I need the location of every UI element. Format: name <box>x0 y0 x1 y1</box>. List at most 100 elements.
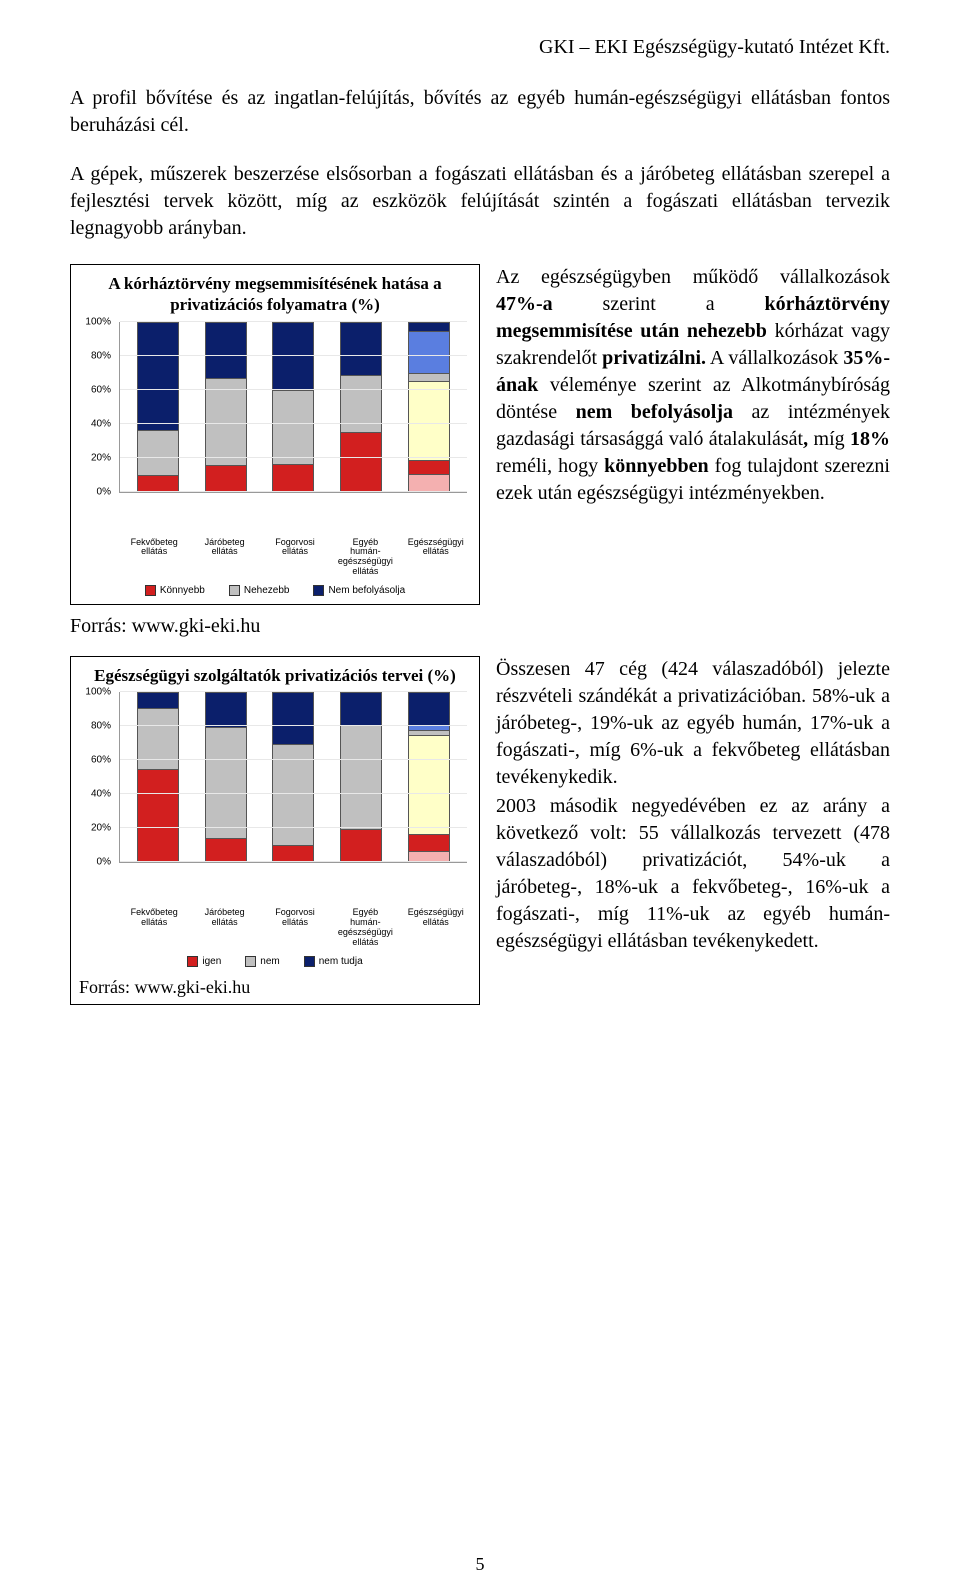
xlabel: Egészségügyi ellátás <box>408 538 464 578</box>
legend-swatch <box>145 585 156 596</box>
text: Az egészségügyben működő vállalkozások <box>496 266 890 288</box>
stacked-bar <box>205 692 247 862</box>
xlabel: Fekvőbeteg ellátás <box>126 908 182 948</box>
legend-swatch <box>245 956 256 967</box>
ytick: 40% <box>91 789 111 800</box>
bar-segment <box>206 838 246 862</box>
bar-segment <box>138 693 178 708</box>
stacked-bar <box>137 322 179 492</box>
chart2-xlabels: Fekvőbeteg ellátásJáróbeteg ellátásFogor… <box>75 902 475 948</box>
bar-segment <box>206 727 246 838</box>
legend-item: igen <box>187 956 221 967</box>
legend-label: Nem befolyásolja <box>328 585 405 596</box>
stacked-bar <box>408 322 450 492</box>
xlabel: Egyéb humán-egészségügyi ellátás <box>337 538 393 578</box>
paragraph-1: Az egészségügyben működő vállalkozások 4… <box>496 264 890 605</box>
ytick: 60% <box>91 384 111 395</box>
chart2-title: Egészségügyi szolgáltatók privatizációs … <box>75 665 475 692</box>
bold: 18% <box>850 428 890 450</box>
ytick: 100% <box>85 687 111 698</box>
text: 2003 második negyedévében ez az arány a … <box>496 793 890 955</box>
legend-item: Könnyebb <box>145 585 205 596</box>
xlabel: Egészségügyi ellátás <box>408 908 464 948</box>
source-1: Forrás: www.gki-eki.hu <box>70 615 890 638</box>
document-page: GKI – EKI Egészségügy-kutató Intézet Kft… <box>0 0 960 1593</box>
stacked-bar <box>408 692 450 862</box>
legend-swatch <box>229 585 240 596</box>
legend-label: nem tudja <box>319 956 363 967</box>
paragraph-2: Összesen 47 cég (424 válaszadóból) jelez… <box>496 656 890 1005</box>
stacked-bar <box>205 322 247 492</box>
xlabel: Fogorvosi ellátás <box>267 538 323 578</box>
chart1-box: 0%20%40%60%80%100% <box>75 322 475 532</box>
xlabel: Fekvőbeteg ellátás <box>126 538 182 578</box>
bar-segment <box>138 769 178 861</box>
legend-label: Nehezebb <box>244 585 290 596</box>
bar-segment <box>206 693 246 727</box>
legend-label: Könnyebb <box>160 585 205 596</box>
bar-segment <box>409 693 449 725</box>
legend-label: igen <box>202 956 221 967</box>
org-header: GKI – EKI Egészségügy-kutató Intézet Kft… <box>70 36 890 59</box>
bar-segment <box>409 474 449 491</box>
stacked-bar <box>340 692 382 862</box>
legend-item: nem tudja <box>304 956 363 967</box>
chart1-title: A kórháztörvény megsemmisítésének hatása… <box>75 273 475 322</box>
bar-segment <box>409 381 449 460</box>
ytick: 20% <box>91 452 111 463</box>
xlabel: Járóbeteg ellátás <box>197 538 253 578</box>
bold: 47%-a <box>496 293 553 315</box>
text: míg <box>808 428 850 450</box>
bar-group <box>198 322 254 492</box>
bar-segment <box>341 432 381 491</box>
bar-segment <box>273 845 313 862</box>
legend-item: Nem befolyásolja <box>313 585 405 596</box>
bar-segment <box>273 464 313 491</box>
ytick: 80% <box>91 721 111 732</box>
bar-group <box>333 322 389 492</box>
text: A vállalkozások <box>706 347 843 369</box>
bar-segment <box>409 460 449 473</box>
page-number: 5 <box>0 1554 960 1575</box>
legend-item: Nehezebb <box>229 585 290 596</box>
bar-group <box>130 322 186 492</box>
bar-segment <box>206 323 246 378</box>
stacked-bar <box>272 692 314 862</box>
bar-segment <box>206 465 246 490</box>
legend-label: nem <box>260 956 279 967</box>
bar-group <box>333 692 389 862</box>
ytick: 20% <box>91 823 111 834</box>
ytick: 60% <box>91 755 111 766</box>
bar-group <box>198 692 254 862</box>
ytick: 0% <box>97 857 111 868</box>
chart2-box: 0%20%40%60%80%100% <box>75 692 475 902</box>
ytick: 100% <box>85 316 111 327</box>
bar-group <box>265 692 321 862</box>
ytick: 80% <box>91 350 111 361</box>
ytick: 40% <box>91 418 111 429</box>
legend-swatch <box>313 585 324 596</box>
bar-group <box>130 692 186 862</box>
xlabel: Egyéb humán-egészségügyi ellátás <box>337 908 393 948</box>
chart1-container: A kórháztörvény megsemmisítésének hatása… <box>70 264 480 605</box>
chart1-plot <box>119 322 467 493</box>
intro-paragraph-1: A profil bővítése és az ingatlan-felújít… <box>70 85 890 139</box>
bar-segment <box>409 373 449 381</box>
bar-segment <box>138 475 178 490</box>
text: szerint a <box>553 293 765 315</box>
bar-segment <box>409 851 449 861</box>
bar-segment <box>341 725 381 829</box>
row-chart-1: A kórháztörvény megsemmisítésének hatása… <box>70 264 890 605</box>
bar-group <box>401 322 457 492</box>
row-chart-2: Egészségügyi szolgáltatók privatizációs … <box>70 656 890 1005</box>
bar-segment <box>273 390 313 464</box>
legend-swatch <box>304 956 315 967</box>
legend-item: nem <box>245 956 279 967</box>
chart2-legend: igen nem nem tudja <box>75 948 475 971</box>
xlabel: Fogorvosi ellátás <box>267 908 323 948</box>
bold: privatizálni. <box>602 347 706 369</box>
chart1-yticks: 0%20%40%60%80%100% <box>75 322 115 492</box>
chart2-yticks: 0%20%40%60%80%100% <box>75 692 115 862</box>
chart1-legend: Könnyebb Nehezebb Nem befolyásolja <box>75 577 475 600</box>
ytick: 0% <box>97 486 111 497</box>
